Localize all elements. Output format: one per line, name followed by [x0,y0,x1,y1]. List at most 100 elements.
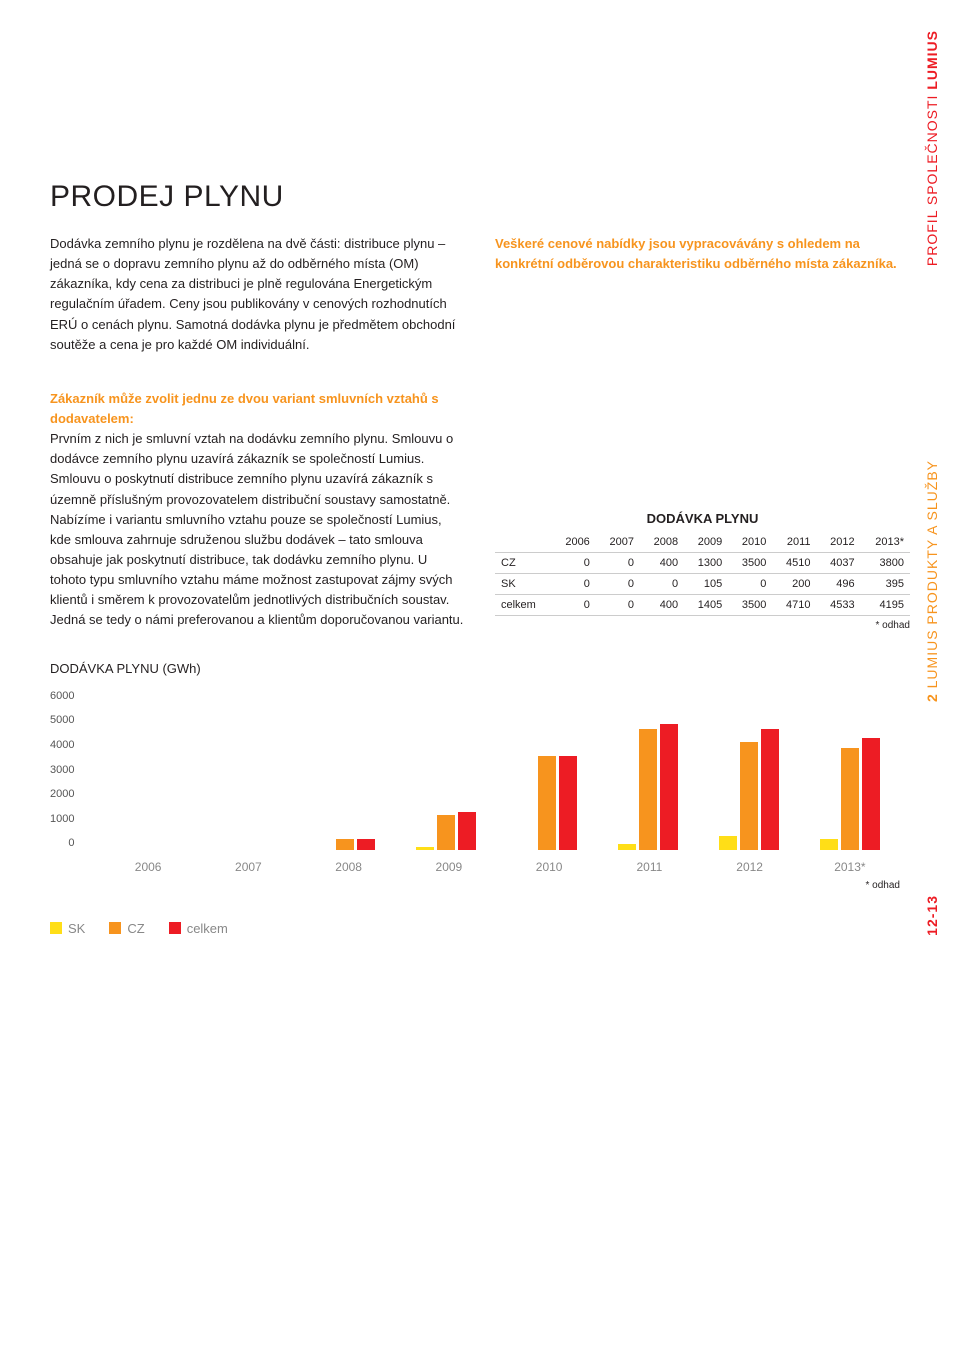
intro-p2: Veškeré cenové nabídky jsou vypracováván… [495,234,910,274]
x-tick-label: 2011 [599,860,699,874]
table-cell: 1300 [684,552,728,573]
y-tick-label: 6000 [50,690,74,702]
table-cell: 0 [596,552,640,573]
chart-bar [336,839,354,850]
table-footnote: * odhad [495,620,910,631]
x-tick-label: 2006 [98,860,198,874]
body-col-left: Zákazník může zvolit jednu ze dvou varia… [50,389,465,631]
intro-col-right: Veškeré cenové nabídky jsou vypracováván… [495,234,910,369]
chart-bar [660,724,678,850]
table-header-year: 2011 [772,532,816,553]
body-p5: Nabízíme i variantu smluvního vztahu pou… [50,510,465,631]
x-tick-label: 2012 [700,860,800,874]
chart-bar [862,738,880,850]
chart-bar [618,844,636,849]
table-cell: 400 [640,552,684,573]
table-row: celkem0040014053500471045334195 [495,594,910,615]
chart-bar [719,836,737,849]
table-header-year: 2007 [596,532,640,553]
legend-label: celkem [187,921,228,936]
chart-bar [559,756,577,849]
bar-group [719,729,779,850]
table-cell: 4533 [817,594,861,615]
chart-bar [820,839,838,850]
legend-label: CZ [127,921,144,936]
side-label-section-num: 2 [924,688,940,702]
table-cell: 4510 [772,552,816,573]
side-label-profile-pre: PROFIL SPOLEČNOSTI [924,90,940,266]
chart-area: 6000 5000 4000 3000 2000 1000 0 [50,690,910,850]
y-tick-label: 3000 [50,764,74,776]
page-title: PRODEJ PLYNU [50,180,910,214]
table-cell: 0 [552,573,596,594]
y-tick-label: 1000 [50,813,74,825]
legend-item: celkem [169,921,228,936]
table-header-year: 2008 [640,532,684,553]
legend-swatch [109,922,121,934]
chart-bar [841,748,859,849]
chart-bar [761,729,779,850]
body-p4: Prvním z nich je smluvní vztah na dodávk… [50,429,465,510]
table-cell: 400 [640,594,684,615]
page-number: 12-13 [924,895,940,936]
data-table: 20062007200820092010201120122013* CZ0040… [495,532,910,616]
chart-title: DODÁVKA PLYNU (GWh) [50,661,910,676]
table-cell: 4037 [817,552,861,573]
side-label-section: 2 LUMIUS PRODUKTY A SLUŽBY [924,460,940,702]
y-tick-label: 5000 [50,714,74,726]
x-tick-label: 2008 [299,860,399,874]
side-label-section-text: LUMIUS PRODUKTY A SLUŽBY [924,460,940,688]
table-cell: 200 [772,573,816,594]
table-cell: 0 [728,573,772,594]
x-tick-label: 2009 [399,860,499,874]
chart-y-axis: 6000 5000 4000 3000 2000 1000 0 [50,690,82,850]
table-header-year: 2013* [861,532,910,553]
side-label-profile: PROFIL SPOLEČNOSTI LUMIUS [924,30,940,266]
chart-bar [416,847,434,850]
table-row-label: CZ [495,552,552,573]
legend-swatch [50,922,62,934]
y-tick-label: 0 [50,837,74,849]
x-tick-label: 2010 [499,860,599,874]
table-cell: 0 [552,594,596,615]
bar-group [315,839,375,850]
chart-x-axis: 20062007200820092010201120122013* [50,860,910,874]
page-container: PROFIL SPOLEČNOSTI LUMIUS 2 LUMIUS PRODU… [0,0,960,966]
body-col-right: DODÁVKA PLYNU 20062007200820092010201120… [495,389,910,631]
table-row: CZ0040013003500451040373800 [495,552,910,573]
table-header-year: 2012 [817,532,861,553]
chart-plot [82,690,910,850]
legend-item: SK [50,921,85,936]
intro-col-left: Dodávka zemního plynu je rozdělena na dv… [50,234,465,369]
table-cell: 105 [684,573,728,594]
table-cell: 0 [552,552,596,573]
intro-columns: Dodávka zemního plynu je rozdělena na dv… [50,234,910,369]
chart-bar [357,839,375,850]
x-tick-label: 2007 [198,860,298,874]
table-cell: 0 [596,594,640,615]
body-columns: Zákazník může zvolit jednu ze dvou varia… [50,389,910,631]
table-cell: 0 [640,573,684,594]
chart-bar [458,812,476,849]
table-cell: 4195 [861,594,910,615]
y-tick-label: 4000 [50,739,74,751]
table-row-label: SK [495,573,552,594]
table-header-year: 2010 [728,532,772,553]
chart-footnote: * odhad [50,880,910,891]
chart-legend: SK CZ celkem [50,921,910,936]
table-cell: 3800 [861,552,910,573]
chart-bar [437,815,455,850]
chart-bar [538,756,556,849]
chart-bar [740,742,758,850]
body-p3: Zákazník může zvolit jednu ze dvou varia… [50,389,465,429]
table-cell: 496 [817,573,861,594]
table-cell: 3500 [728,552,772,573]
table-row-label: celkem [495,594,552,615]
side-label-profile-bold: LUMIUS [924,30,940,90]
y-tick-label: 2000 [50,788,74,800]
bar-group [517,756,577,849]
table-cell: 0 [596,573,640,594]
chart-bar [639,729,657,849]
table-header-year: 2009 [684,532,728,553]
table-header-year: 2006 [552,532,596,553]
